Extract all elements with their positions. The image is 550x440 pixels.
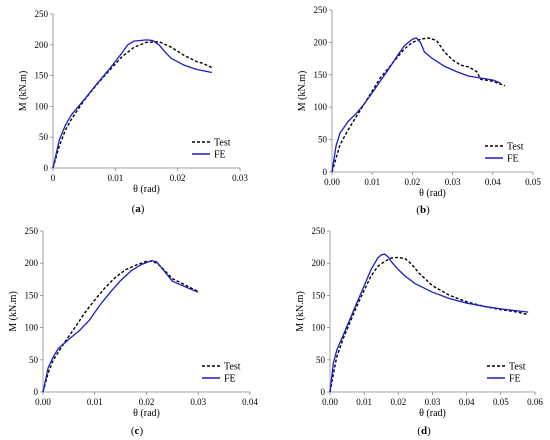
series-line-test (52, 41, 213, 169)
y-tick-label: 0 (323, 167, 328, 177)
legend-label-fe: FE (214, 150, 226, 161)
y-tick-label: 100 (314, 102, 328, 112)
x-tick-label: 0.04 (485, 177, 501, 187)
x-axis-title: θ (rad) (419, 408, 446, 419)
panel-d: 0 50 100 150 200 250 0.00 0.01 0.02 0.03 0.04 0.05 0… (295, 226, 543, 437)
y-tick-label: 0 (321, 387, 326, 397)
x-tick-label: 0.00 (322, 397, 338, 407)
y-tick-label: 200 (314, 37, 328, 47)
series-line-test (42, 260, 199, 393)
x-axis-title: θ (rad) (419, 188, 446, 199)
x-tick-label: 0.01 (356, 397, 372, 407)
y-tick-label: 0 (44, 163, 49, 173)
y-tick-label: 50 (316, 355, 326, 365)
x-tick-label: 0.01 (87, 397, 103, 407)
x-tick-label: 0.02 (405, 177, 421, 187)
y-tick-label: 250 (312, 226, 326, 236)
y-tick-label: 200 (35, 40, 49, 50)
panel-a: 0 50 100 150 200 250 0 0.01 0.02 0.03 θ (rad) M (kN… (18, 9, 248, 215)
y-tick-label: 50 (318, 135, 328, 145)
series-line-fe (42, 259, 199, 393)
x-tick-label: 0.00 (324, 177, 340, 187)
series-line-fe (331, 37, 502, 173)
legend-label-test: Test (507, 142, 524, 153)
x-tick-label: 0.01 (364, 177, 380, 187)
y-axis-title: M (kN.m) (297, 71, 308, 112)
y-tick-label: 150 (25, 290, 39, 300)
y-tick-label: 50 (29, 355, 39, 365)
x-tick-label: 0.03 (190, 397, 206, 407)
legend-label-test: Test (224, 362, 241, 373)
series-line-fe (329, 253, 529, 393)
caption-close: ) (426, 204, 430, 216)
x-tick-label: 0.02 (390, 397, 406, 407)
legend-label-test: Test (214, 138, 231, 149)
y-tick-label: 250 (35, 9, 49, 19)
caption-letter: c (135, 425, 140, 437)
y-tick-label: 100 (25, 323, 39, 333)
x-tick-label: 0.06 (527, 397, 543, 407)
x-axis-title: θ (rad) (133, 184, 160, 195)
series-line-test (329, 256, 529, 393)
x-tick-label: 0.01 (107, 173, 123, 183)
caption-letter: b (420, 204, 426, 216)
y-tick-label: 0 (34, 387, 39, 397)
caption-close: ) (141, 203, 145, 215)
x-tick-label: 0.04 (459, 397, 475, 407)
x-tick-label: 0.05 (525, 177, 541, 187)
y-axis-title: M (kN.m) (8, 291, 19, 332)
panel-caption: (a) (132, 203, 145, 215)
series-line-test (331, 37, 506, 173)
y-tick-label: 100 (312, 323, 326, 333)
y-tick-label: 150 (314, 70, 328, 80)
x-tick-label: 0.02 (170, 173, 186, 183)
y-tick-label: 100 (35, 101, 49, 111)
x-tick-label: 0.03 (425, 397, 441, 407)
x-tick-label: 0.05 (493, 397, 509, 407)
x-tick-label: 0.04 (242, 397, 258, 407)
y-tick-label: 200 (312, 258, 326, 268)
x-tick-label: 0.00 (35, 397, 51, 407)
caption-open: ( (132, 203, 136, 215)
x-axis-title: θ (rad) (133, 408, 160, 419)
caption-open: ( (131, 425, 135, 437)
panel-caption: (c) (131, 425, 144, 437)
panel-caption: (b) (416, 204, 430, 216)
x-tick-label: 0.03 (232, 173, 248, 183)
caption-letter: a (135, 203, 141, 215)
y-tick-label: 50 (39, 132, 49, 142)
x-tick-label: 0 (51, 173, 56, 183)
y-tick-label: 150 (35, 71, 49, 81)
panel-c: 0 50 100 150 200 250 0.00 0.01 0.02 0.03 0.04 θ (ra… (8, 226, 258, 437)
y-tick-label: 200 (25, 258, 39, 268)
y-tick-label: 250 (25, 226, 39, 236)
caption-open: ( (417, 425, 421, 437)
x-tick-label: 0.03 (445, 177, 461, 187)
caption-letter: d (421, 425, 427, 437)
legend-label-fe: FE (507, 154, 519, 165)
series-line-fe (52, 39, 213, 169)
legend-label-fe: FE (509, 374, 521, 385)
caption-close: ) (427, 425, 431, 437)
caption-close: ) (139, 425, 143, 437)
panel-b: 0 50 100 150 200 250 0.00 0.01 0.02 0.03 0.04 0.05 θ… (297, 5, 541, 216)
y-tick-label: 250 (314, 5, 328, 15)
caption-open: ( (416, 204, 420, 216)
y-axis-title: M (kN.m) (295, 291, 306, 332)
y-axis-title: M (kN.m) (18, 71, 29, 112)
legend-label-fe: FE (224, 374, 236, 385)
x-tick-label: 0.02 (139, 397, 155, 407)
y-tick-label: 150 (312, 290, 326, 300)
panel-caption: (d) (417, 425, 431, 437)
legend-label-test: Test (509, 362, 526, 373)
